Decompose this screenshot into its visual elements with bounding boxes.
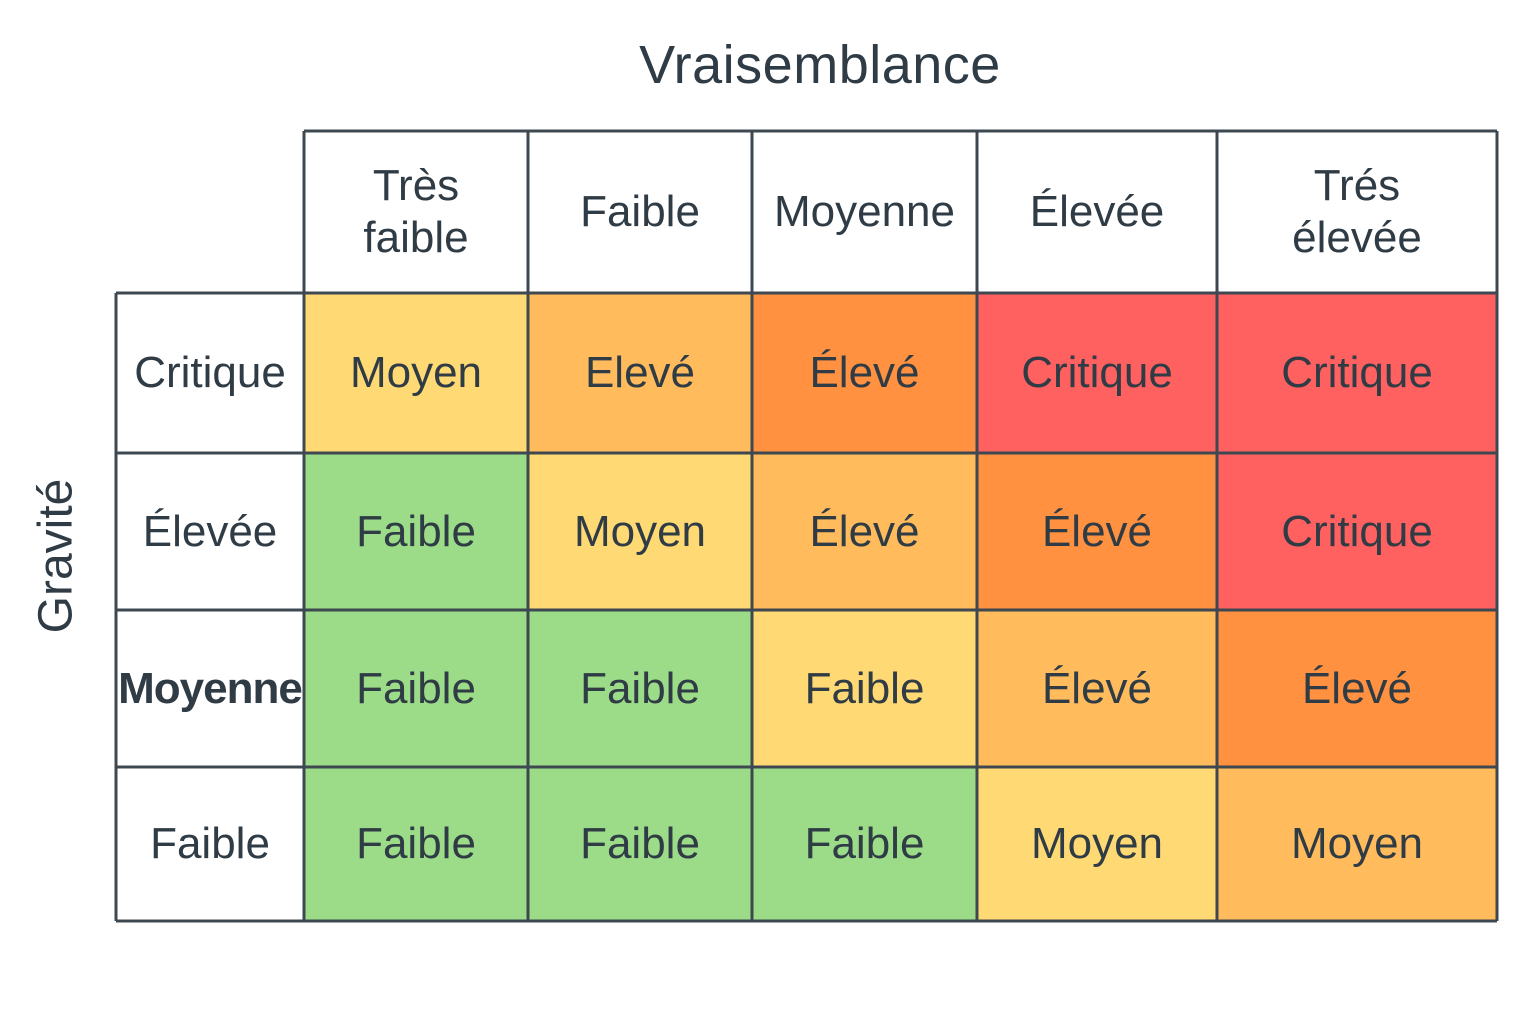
risk-cell: Faible bbox=[752, 767, 977, 921]
risk-cell: Faible bbox=[304, 453, 528, 610]
matrix-title: Vraisemblance bbox=[639, 35, 1001, 95]
risk-cell: Faible bbox=[528, 610, 752, 767]
row-header: Élevée bbox=[116, 453, 304, 610]
y-axis-label: Gravité bbox=[29, 478, 83, 634]
risk-cell: Moyen bbox=[1217, 767, 1497, 921]
column-header: Élevée bbox=[977, 131, 1217, 293]
risk-cell: Critique bbox=[1217, 453, 1497, 610]
risk-cell: Faible bbox=[752, 610, 977, 767]
row-header: Moyenne bbox=[116, 610, 304, 767]
column-header: Très faible bbox=[304, 131, 528, 293]
column-header: Moyenne bbox=[752, 131, 977, 293]
risk-cell: Moyen bbox=[977, 767, 1217, 921]
row-header: Critique bbox=[116, 293, 304, 453]
risk-cell: Élevé bbox=[977, 610, 1217, 767]
risk-cell: Faible bbox=[304, 610, 528, 767]
column-header: Trés élevée bbox=[1217, 131, 1497, 293]
risk-cell: Critique bbox=[977, 293, 1217, 453]
risk-cell: Critique bbox=[1217, 293, 1497, 453]
risk-cell: Élevé bbox=[1217, 610, 1497, 767]
risk-cell: Élevé bbox=[752, 293, 977, 453]
risk-cell: Elevé bbox=[528, 293, 752, 453]
risk-cell: Élevé bbox=[752, 453, 977, 610]
risk-cell: Faible bbox=[304, 767, 528, 921]
row-header: Faible bbox=[116, 767, 304, 921]
risk-cell: Moyen bbox=[528, 453, 752, 610]
risk-cell: Faible bbox=[528, 767, 752, 921]
column-header: Faible bbox=[528, 131, 752, 293]
risk-cell: Élevé bbox=[977, 453, 1217, 610]
risk-cell: Moyen bbox=[304, 293, 528, 453]
